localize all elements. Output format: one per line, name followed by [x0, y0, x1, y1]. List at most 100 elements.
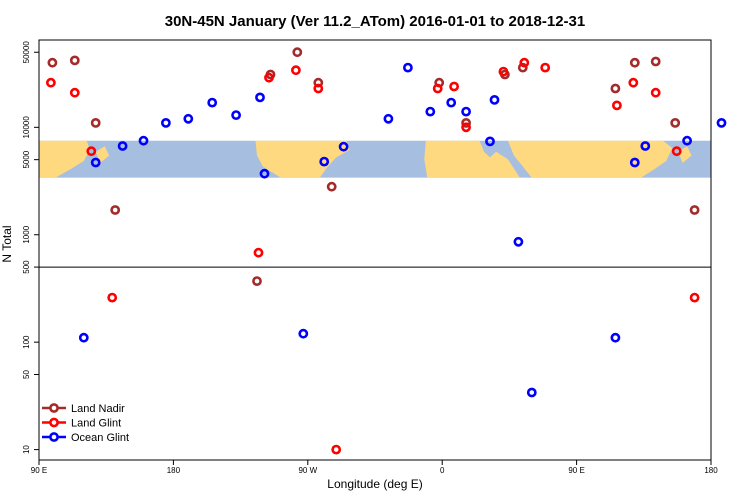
data-point: [610, 83, 621, 94]
data-point: [689, 292, 700, 303]
data-point: [650, 56, 661, 67]
map-land-north-america: [255, 140, 350, 178]
x-tick-label: 0: [440, 466, 445, 475]
data-point: [670, 118, 681, 128]
data-point: [264, 72, 274, 83]
data-point: [498, 66, 509, 77]
y-tick-label: 500: [22, 260, 31, 274]
data-point: [425, 106, 436, 117]
y-tick-label: 50000: [22, 41, 31, 64]
data-point: [517, 62, 528, 73]
data-point: [629, 57, 640, 68]
chart-title: 30N-45N January (Ver 11.2_ATom) 2016-01-…: [165, 13, 586, 30]
data-point: [231, 110, 241, 120]
data-point: [650, 87, 661, 98]
data-point: [519, 57, 530, 68]
x-tick-label: 180: [704, 466, 718, 475]
data-point: [689, 205, 700, 215]
data-point: [716, 118, 727, 128]
y-tick-label: 50: [22, 370, 31, 379]
data-point: [253, 247, 264, 258]
series-land-nadir: [47, 47, 700, 286]
data-point: [252, 276, 262, 286]
legend-label: Ocean Glint: [71, 432, 129, 444]
data-point: [69, 55, 80, 66]
data-point: [640, 141, 651, 151]
x-tick-label: 180: [167, 466, 181, 475]
data-point: [432, 83, 443, 94]
data-point: [526, 387, 537, 398]
data-point: [612, 100, 622, 111]
data-point: [110, 205, 121, 215]
data-point: [78, 332, 89, 343]
data-point: [183, 113, 194, 124]
legend-item: Land Glint: [42, 418, 121, 430]
y-tick-label: 100: [22, 335, 31, 349]
y-tick-label: 5000: [22, 150, 31, 168]
data-point: [313, 77, 324, 88]
map-land-japan: [95, 146, 110, 163]
legend-swatch-marker: [49, 417, 59, 428]
map-land-asia-west: [39, 140, 90, 178]
data-point: [449, 81, 459, 92]
data-points: [46, 47, 727, 455]
data-point: [326, 181, 337, 192]
data-point: [90, 157, 101, 168]
data-point: [138, 135, 149, 146]
data-point: [292, 47, 303, 58]
data-point: [383, 113, 394, 124]
data-point: [255, 92, 265, 103]
data-point: [319, 156, 330, 167]
data-point: [629, 157, 640, 168]
map-land-europe-africa: [424, 140, 520, 178]
data-point: [446, 97, 457, 108]
data-point: [298, 328, 309, 339]
data-point: [69, 87, 80, 98]
plot-frame: [38, 39, 712, 461]
data-point: [160, 118, 171, 128]
legend-label: Land Glint: [71, 418, 121, 430]
data-point: [46, 77, 56, 88]
series-ocean-glint: [78, 62, 727, 398]
data-point: [461, 122, 471, 133]
data-point: [628, 77, 639, 88]
data-point: [331, 444, 342, 455]
data-point: [485, 136, 495, 147]
data-point: [259, 168, 270, 179]
data-point: [489, 95, 500, 105]
x-axis: 90 E 180 90 W 0 90 E 180: [31, 460, 718, 475]
legend: Land Nadir Land Glint Ocean Glint: [42, 403, 129, 444]
x-tick-label: 90 E: [568, 466, 584, 475]
y-axis: 10 50 100 500 1000 5000 10000 50000: [22, 41, 39, 454]
data-point: [402, 62, 413, 73]
data-point: [47, 57, 58, 68]
legend-label: Land Nadir: [71, 403, 125, 415]
data-point: [513, 236, 524, 247]
data-point: [610, 332, 621, 343]
x-tick-label: 90 W: [298, 466, 317, 475]
data-point: [117, 141, 128, 151]
map-land-asia-east: [507, 140, 673, 178]
legend-swatch-marker: [49, 403, 59, 413]
y-tick-label: 10000: [22, 116, 31, 139]
data-point: [338, 141, 349, 152]
world-map-band: [39, 140, 711, 178]
data-point: [107, 292, 118, 303]
data-point: [682, 135, 692, 146]
x-tick-label: 90 E: [31, 466, 47, 475]
data-point: [313, 83, 324, 94]
y-tick-label: 10: [22, 445, 31, 454]
data-point: [461, 118, 471, 128]
legend-item: Ocean Glint: [42, 432, 129, 444]
data-point: [540, 62, 551, 73]
data-point: [90, 118, 101, 128]
legend-swatch-marker: [49, 432, 59, 442]
x-axis-label: Longitude (deg E): [327, 477, 422, 491]
data-point: [86, 146, 97, 157]
data-point: [671, 146, 682, 157]
legend-item: Land Nadir: [42, 403, 125, 415]
data-point: [207, 97, 218, 108]
data-point: [461, 106, 471, 117]
y-axis-label: N Total: [0, 225, 14, 262]
